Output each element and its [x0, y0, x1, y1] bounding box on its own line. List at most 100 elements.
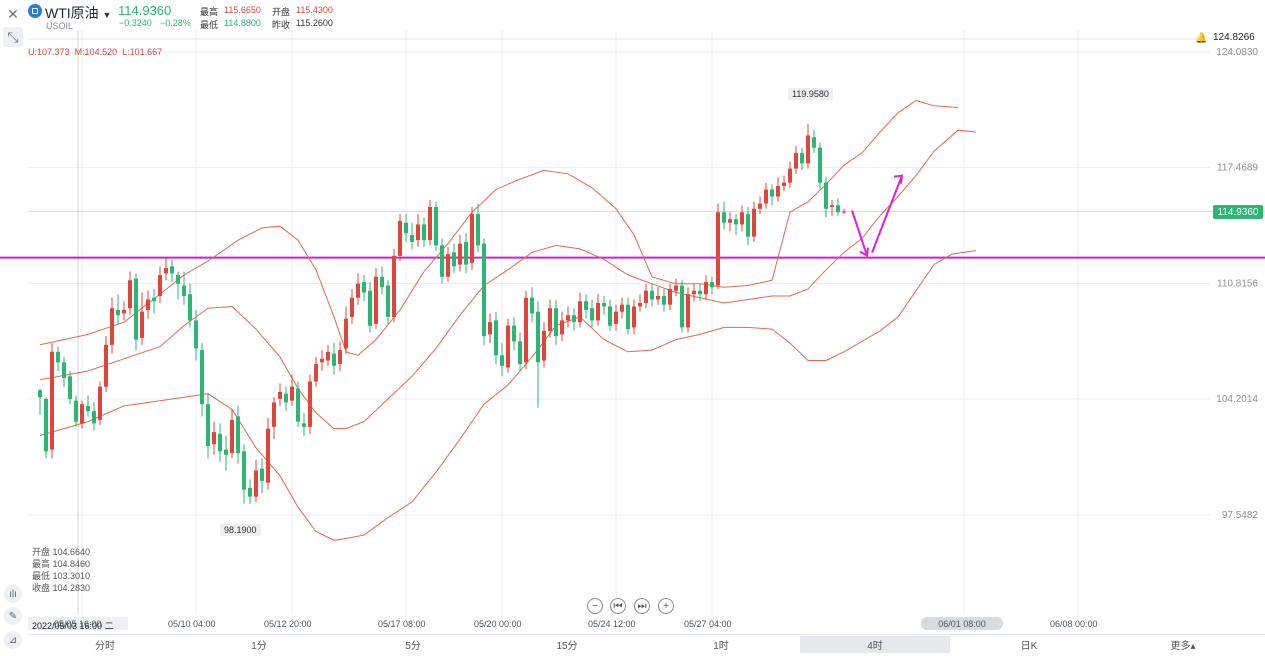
candle-down — [626, 297, 630, 335]
candle-down — [74, 395, 78, 427]
candle-up — [692, 283, 696, 302]
tab-timeframe[interactable]: 1分 — [251, 641, 267, 652]
candle-down — [590, 299, 594, 328]
compare-icon[interactable]: ⊿ — [4, 631, 22, 649]
y-axis-label: 97.5482 — [1222, 510, 1259, 521]
candle-body — [362, 282, 366, 293]
candle-body — [374, 276, 378, 324]
candle-body — [536, 311, 540, 363]
high-value: 115.6650 — [224, 5, 261, 15]
x-axis-label: 06/08 00:00 — [1050, 619, 1098, 629]
prev-close-label: 昨收 — [272, 20, 291, 30]
candle-body — [758, 203, 762, 209]
candle-body — [578, 301, 582, 323]
info-open: 开盘 104.6640 — [32, 547, 91, 557]
candle-body — [734, 219, 738, 225]
max-price-label: 119.9580 — [788, 87, 833, 100]
candle-body — [548, 308, 552, 331]
candle-body — [716, 212, 720, 286]
scroll-end-button[interactable]: ⏭ — [634, 598, 650, 614]
candle-up — [632, 299, 636, 335]
candle-down — [608, 299, 612, 331]
candle-body — [98, 386, 102, 420]
tab-timeframe[interactable]: 日K — [1020, 641, 1038, 652]
candle-down — [530, 287, 534, 323]
indicator-icon[interactable]: ılı — [4, 585, 22, 603]
candle-body — [350, 297, 354, 317]
candle-body — [194, 320, 198, 349]
x-axis-label: 05/20 00:00 — [474, 619, 522, 629]
candle-up — [128, 271, 132, 316]
candle-down — [200, 343, 204, 417]
collapse-icon[interactable]: ⤡ — [3, 27, 23, 47]
chart-grid — [28, 30, 1265, 615]
candle-body — [494, 320, 498, 356]
candle-body — [200, 350, 204, 405]
down-arrow — [851, 210, 868, 256]
candle-body — [146, 299, 150, 310]
last-price: 114.9360 — [118, 3, 172, 18]
draw-pencil-icon[interactable]: ✎ — [4, 607, 22, 625]
candle-down — [812, 130, 816, 153]
info-close: 收盘 104.2830 — [32, 583, 91, 593]
candle-body — [380, 276, 384, 288]
boll-lower — [39, 250, 977, 541]
scroll-start-button[interactable]: ⏮ — [610, 598, 626, 614]
candle-body — [110, 308, 114, 345]
candle-up — [506, 318, 510, 373]
candle-down — [452, 243, 456, 274]
candle-down — [680, 280, 684, 333]
zoom-out-button[interactable]: − — [587, 598, 603, 614]
candle-up — [428, 200, 432, 246]
candle-up — [620, 297, 624, 319]
scrollbar-handle[interactable]: 06/01 08:00 — [921, 617, 1003, 630]
candle-up — [344, 306, 348, 354]
candle-body — [230, 419, 234, 454]
candle-up — [98, 381, 102, 426]
candle-down — [86, 395, 90, 417]
candle-up — [416, 213, 420, 248]
zoom-in-button[interactable]: + — [658, 598, 674, 614]
tab-timeframe[interactable]: 1时 — [713, 641, 729, 652]
x-axis-label: 05/17 08:00 — [378, 619, 426, 629]
candle-body — [410, 234, 414, 242]
price-change: −0.3240 — [119, 18, 152, 28]
candle-down — [134, 273, 138, 351]
candle-body — [626, 304, 630, 330]
candle-body — [326, 351, 330, 361]
candle-down — [602, 295, 606, 316]
candle-body — [668, 289, 672, 305]
candle-body — [254, 470, 258, 497]
candle-down — [710, 276, 714, 295]
candle-down — [482, 238, 486, 345]
candle-body — [116, 309, 120, 316]
candle-body — [638, 302, 642, 307]
candle-body — [452, 252, 456, 267]
tab-timeframe[interactable]: 分时 — [95, 641, 115, 652]
close-icon[interactable]: ✕ — [7, 5, 19, 22]
candle-up — [50, 343, 54, 459]
candle-down — [302, 412, 306, 436]
candle-down — [248, 479, 252, 504]
candle-body — [368, 290, 372, 326]
instrument-name[interactable]: WTI原油 ▼ — [45, 5, 112, 21]
tab-timeframe[interactable]: 5分 — [405, 641, 421, 652]
tab-timeframe[interactable]: 更多▴ — [1170, 641, 1196, 652]
candle-body — [218, 433, 222, 452]
tab-timeframe[interactable]: 15分 — [556, 641, 578, 652]
candle-body — [722, 212, 726, 223]
candle-up — [212, 421, 216, 455]
candle-down — [518, 332, 522, 372]
bell-icon[interactable]: 🔔 — [1195, 33, 1208, 44]
x-axis-label: 05/27 04:00 — [684, 619, 732, 629]
tab-timeframe[interactable]: 4时 — [800, 636, 950, 653]
candle-down — [260, 458, 264, 494]
candle-body — [710, 282, 714, 288]
candle-body — [122, 309, 126, 314]
candle-up — [338, 341, 342, 372]
candle-body — [620, 304, 624, 312]
candle-down — [182, 271, 186, 305]
chevron-down-icon[interactable]: ▼ — [102, 10, 112, 20]
